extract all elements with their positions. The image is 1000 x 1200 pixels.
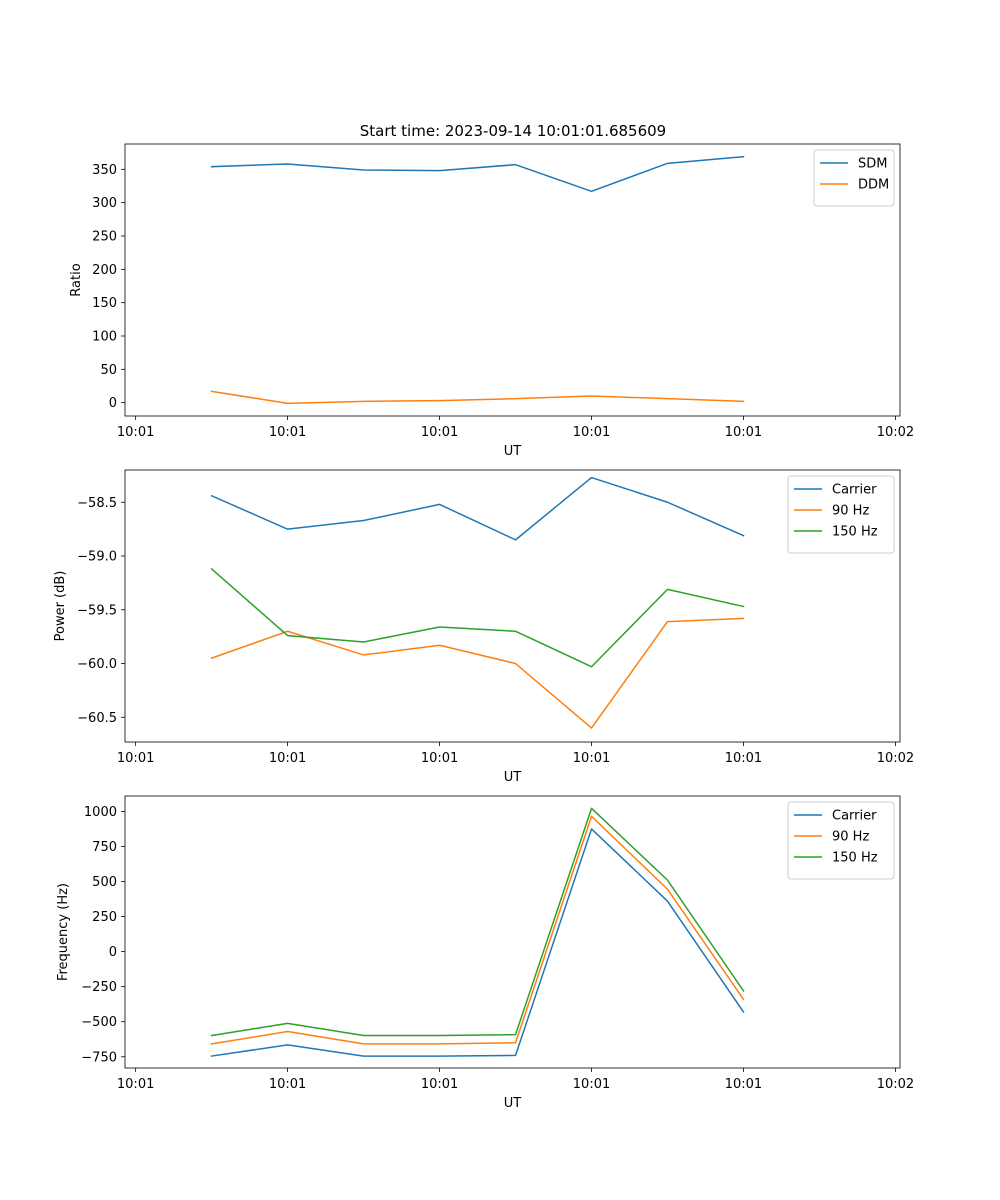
- chart-0-series-line-ddm: [210, 390, 745, 405]
- chart-0-x-tick-label: 10:02: [877, 425, 914, 440]
- chart-2-x-tick-label: 10:01: [573, 1077, 610, 1092]
- chart-0-legend-box: [813, 149, 895, 207]
- chart-2-x-tick-label: 10:01: [725, 1077, 762, 1092]
- chart-1-y-tick-label: −60.0: [77, 657, 117, 672]
- chart-2-x-tick-label: 10:01: [421, 1077, 458, 1092]
- chart-2-y-tick-label: −250: [81, 980, 117, 995]
- chart-2-y-tick-label: −500: [81, 1015, 117, 1030]
- chart-1-series-line-90-hz: [210, 617, 745, 729]
- chart-0-x-tick-label: 10:01: [725, 425, 762, 440]
- chart-1-x-tick-label: 10:01: [421, 751, 458, 766]
- chart-0-legend-label: DDM: [858, 178, 889, 193]
- chart-0-y-tick-label: 50: [100, 363, 117, 378]
- chart-1-y-tick-label: −59.5: [77, 603, 117, 618]
- chart-2-y-tick-label: 500: [92, 875, 117, 890]
- chart-0-x-tick-label: 10:01: [117, 425, 154, 440]
- chart-1-x-tick-label: 10:02: [877, 751, 914, 766]
- frequency-panel: 10:01 10:01 10:01 10:01 10:01 10:02 −750 −500 −2…: [56, 795, 914, 1111]
- chart-2-y-tick-label: 750: [92, 840, 117, 855]
- chart-0-y-tick-label: 200: [92, 263, 117, 278]
- chart-0-series-line-sdm: [210, 155, 745, 193]
- chart-2-legend-label: Carrier: [832, 809, 877, 824]
- chart-2-x-tick-label: 10:01: [117, 1077, 154, 1092]
- chart-2-legend-box: [787, 801, 895, 880]
- chart-0-y-tick-label: 150: [92, 296, 117, 311]
- figure-title: Start time: 2023-09-14 10:01:01.685609: [360, 122, 666, 140]
- chart-2-x-tick-label: 10:01: [269, 1077, 306, 1092]
- chart-1-x-tick-label: 10:01: [573, 751, 610, 766]
- chart-1-x-axis-label: UT: [504, 770, 522, 785]
- chart-1-y-tick-label: −59.0: [77, 550, 117, 565]
- chart-0-x-tick-label: 10:01: [269, 425, 306, 440]
- chart-1-series-line-150-hz: [210, 567, 745, 668]
- chart-2-plot-area: [125, 796, 900, 1068]
- chart-0-frame: [124, 143, 901, 417]
- chart-0-y-tick-label: 100: [92, 330, 117, 345]
- chart-0-plot-area: [125, 144, 900, 416]
- chart-2-y-tick-label: 0: [109, 945, 117, 960]
- chart-0-legend-label: SDM: [858, 157, 887, 172]
- chart-1-legend-box: [787, 475, 895, 554]
- chart-1-legend-label: 90 Hz: [832, 504, 869, 519]
- chart-1-legend-label: 150 Hz: [832, 525, 878, 540]
- chart-2-y-axis-label: Frequency (Hz): [56, 883, 71, 981]
- chart-1-y-axis-label: Power (dB): [53, 571, 68, 642]
- chart-2-series-line-90-hz: [210, 815, 745, 1045]
- chart-2-legend-label: 150 Hz: [832, 851, 878, 866]
- chart-0-x-tick-label: 10:01: [421, 425, 458, 440]
- chart-2-legend: Carrier 90 Hz 150 Hz: [787, 801, 895, 880]
- chart-2-series-line-150-hz: [210, 807, 745, 1037]
- chart-0-y-axis-label: Ratio: [69, 263, 84, 296]
- chart-2-legend-label: 90 Hz: [832, 830, 869, 845]
- chart-1-x-tick-label: 10:01: [269, 751, 306, 766]
- chart-2-series-line-carrier: [210, 828, 745, 1057]
- chart-1-x-tick-label: 10:01: [117, 751, 154, 766]
- chart-2-x-axis-label: UT: [504, 1096, 522, 1111]
- chart-0-x-tick-label: 10:01: [573, 425, 610, 440]
- chart-0-legend: SDM DDM: [813, 149, 895, 207]
- power-panel: 10:01 10:01 10:01 10:01 10:01 10:02 −60.5 −60.0…: [53, 469, 914, 785]
- chart-0-y-tick-label: 250: [92, 230, 117, 245]
- chart-2-x-tick-label: 10:02: [877, 1077, 914, 1092]
- chart-0-y-tick-label: 300: [92, 196, 117, 211]
- chart-1-legend: Carrier 90 Hz 150 Hz: [787, 475, 895, 554]
- chart-2-y-tick-label: −750: [81, 1050, 117, 1065]
- chart-1-legend-label: Carrier: [832, 483, 877, 498]
- chart-1-y-tick-label: −60.5: [77, 711, 117, 726]
- chart-0-y-tick-label: 350: [92, 163, 117, 178]
- chart-1-plot-area: [125, 470, 900, 742]
- chart-1-frame: [124, 469, 901, 743]
- chart-1-y-tick-label: −58.5: [77, 496, 117, 511]
- chart-2-y-tick-label: 1000: [84, 805, 117, 820]
- chart-0-y-tick-label: 0: [109, 396, 117, 411]
- chart-1-x-tick-label: 10:01: [725, 751, 762, 766]
- chart-2-y-tick-label: 250: [92, 910, 117, 925]
- chart-1-series-line-carrier: [210, 476, 745, 541]
- chart-0-x-axis-label: UT: [504, 444, 522, 459]
- chart-2-frame: [124, 795, 901, 1069]
- ratio-panel: 10:01 10:01 10:01 10:01 10:01 10:02 0 50 100 150 2…: [69, 143, 914, 459]
